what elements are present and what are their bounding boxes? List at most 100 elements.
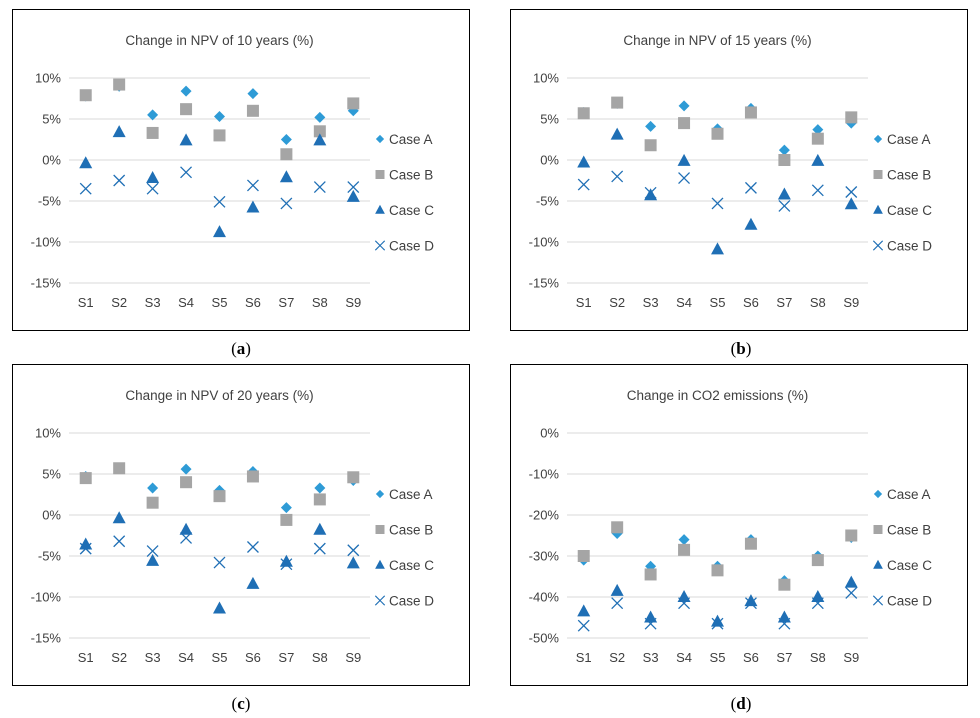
point-case-d [347,544,360,557]
point-case-b [180,103,193,116]
point-case-b [79,89,92,102]
point-case-c [744,217,758,230]
y-tick-label: 0% [540,153,559,168]
point-case-c [79,537,93,550]
point-case-a [280,134,292,145]
x-tick-label: S7 [776,295,792,310]
point-case-d [146,182,159,195]
y-tick-label: -10% [31,590,62,605]
point-case-b [79,472,92,485]
point-case-d [577,178,590,191]
point-case-c [179,133,193,146]
y-tick-label: -30% [529,549,560,564]
point-case-c [844,575,858,588]
x-tick-label: S2 [111,650,127,665]
legend-marker [374,240,386,251]
point-case-c [346,556,360,569]
caption-c: (c) [231,694,251,713]
panel-c: Change in NPV of 20 years (%) 10% 5% 0% -5% -… [12,364,470,686]
x-tick-label: S8 [810,295,826,310]
point-case-c [577,155,591,168]
point-case-c [246,576,260,589]
point-case-d [246,179,259,192]
point-case-b [347,471,360,484]
y-tick-label: 5% [42,467,61,482]
x-tick-label: S6 [743,295,759,310]
point-case-a [678,534,690,546]
legend-label: Case B [887,523,931,538]
legend-marker [872,240,884,251]
point-case-d [113,174,126,187]
point-case-b [778,578,791,591]
y-tick-label: 10% [35,426,61,441]
point-case-c [811,153,825,166]
point-case-a [147,109,159,121]
x-tick-label: S8 [312,295,328,310]
y-tick-label: -40% [529,590,560,605]
legend-label: Case D [389,594,434,609]
point-case-d [113,535,126,548]
point-case-d [347,181,360,194]
legend-marker [873,134,883,144]
chart-frame [12,364,470,686]
y-tick-label: 5% [540,112,559,127]
point-case-d [313,542,326,555]
y-tick-label: -10% [529,467,560,482]
legend-label: Case C [887,558,932,573]
x-tick-label: S4 [178,650,194,665]
legend-label: Case B [887,168,931,183]
point-case-b [811,132,824,145]
legend-label: Case D [887,239,932,254]
x-tick-label: S5 [710,295,726,310]
point-case-b [744,537,757,550]
point-case-c [711,242,724,255]
point-case-d [678,597,691,610]
point-case-b [845,111,858,124]
legend-marker [375,134,385,144]
point-case-b [313,493,326,506]
legend-marker [374,595,386,606]
point-case-d [313,181,326,194]
point-case-b [246,104,259,117]
point-case-a [645,120,657,132]
x-tick-label: S3 [145,295,161,310]
panel-b: Change in NPV of 15 years (%) 10% 5% 0% -5% -… [510,9,968,331]
point-case-d [845,186,858,198]
point-case-b [778,154,791,166]
point-case-b [280,513,293,526]
point-case-d [577,619,590,632]
x-tick-label: S4 [676,295,692,310]
point-case-b [678,543,691,556]
point-case-b [644,139,657,152]
caption-b: (b) [730,339,752,358]
point-case-d [711,617,724,630]
point-case-d [213,556,226,569]
point-case-d [611,170,624,183]
legend-label: Case D [887,594,932,609]
point-case-c [313,522,327,535]
x-tick-label: S7 [776,650,792,665]
y-tick-label: -10% [529,235,560,250]
point-case-d [845,586,858,599]
point-case-b [611,96,624,109]
point-case-d [678,172,691,184]
point-case-a [314,482,326,494]
point-case-c [179,522,193,535]
point-case-c [279,554,293,567]
legend-label: Case B [389,523,433,538]
legend-label: Case C [389,203,434,218]
legend-marker [375,559,385,569]
x-tick-label: S6 [245,650,261,665]
legend-marker [873,170,883,179]
x-tick-label: S3 [643,650,659,665]
point-case-c [610,583,624,596]
x-tick-label: S5 [212,295,228,310]
point-case-a [214,111,225,123]
y-tick-label: 10% [533,71,559,86]
point-case-d [79,542,92,555]
point-case-d [644,617,657,630]
chart-title: Change in CO2 emissions (%) [627,388,809,403]
legend-label: Case B [389,168,433,183]
point-case-c [777,187,791,200]
legend-label: Case C [887,203,932,218]
